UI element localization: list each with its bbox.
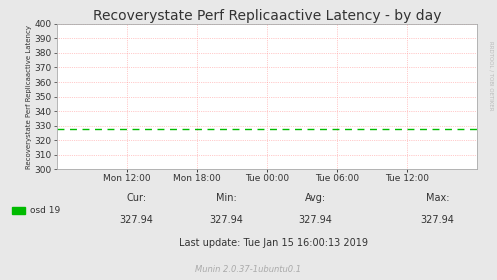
Y-axis label: Recoverystate Perf Replicaactive Latency: Recoverystate Perf Replicaactive Latency [25, 25, 32, 169]
Title: Recoverystate Perf Replicaactive Latency - by day: Recoverystate Perf Replicaactive Latency… [93, 9, 441, 23]
Text: RRDTOOL / TOBI OETIKER: RRDTOOL / TOBI OETIKER [489, 41, 494, 110]
Text: Max:: Max: [425, 193, 449, 203]
Text: Avg:: Avg: [305, 193, 326, 203]
Text: Last update: Tue Jan 15 16:00:13 2019: Last update: Tue Jan 15 16:00:13 2019 [179, 238, 368, 248]
Text: 327.94: 327.94 [120, 215, 154, 225]
Text: 327.94: 327.94 [420, 215, 454, 225]
Text: Cur:: Cur: [127, 193, 147, 203]
Text: 327.94: 327.94 [299, 215, 332, 225]
Text: Min:: Min: [216, 193, 237, 203]
Text: 327.94: 327.94 [209, 215, 243, 225]
Text: Munin 2.0.37-1ubuntu0.1: Munin 2.0.37-1ubuntu0.1 [195, 265, 302, 274]
Text: osd 19: osd 19 [30, 206, 60, 215]
